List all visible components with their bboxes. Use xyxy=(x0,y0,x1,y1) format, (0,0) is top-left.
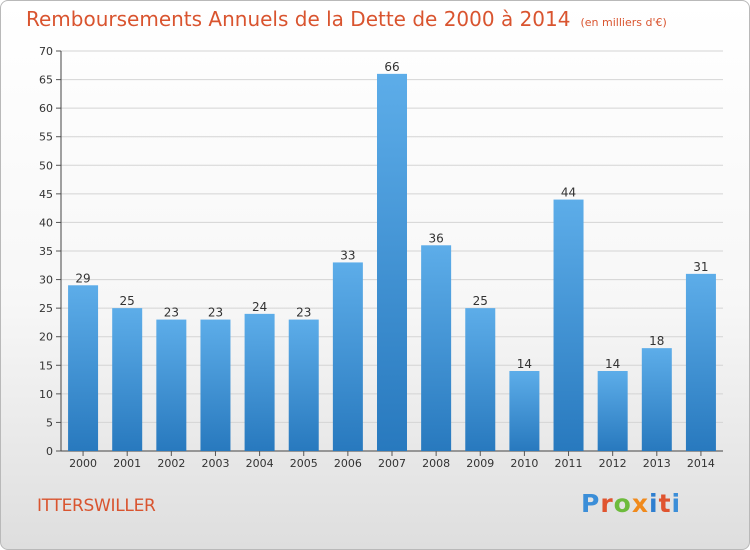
chart-unit-note: (en milliers d'€) xyxy=(580,16,667,29)
bar-2007 xyxy=(377,73,407,451)
x-tick-label: 2001 xyxy=(113,457,141,470)
bar-2004 xyxy=(244,313,275,451)
y-tick-label: 55 xyxy=(39,131,53,144)
data-label: 33 xyxy=(340,248,355,262)
y-tick-label: 20 xyxy=(39,331,53,344)
y-tick-label: 65 xyxy=(39,74,53,87)
bar-2000 xyxy=(68,285,99,451)
bar-2008 xyxy=(421,245,452,451)
bar-2005 xyxy=(288,319,319,451)
data-labels: 29 25 23 23 24 23 33 66 36 25 14 44 14 18 31 xyxy=(75,60,708,371)
x-tick-label: 2002 xyxy=(157,457,185,470)
bar-2006 xyxy=(332,262,363,451)
data-label: 25 xyxy=(120,294,135,308)
data-label: 36 xyxy=(428,231,443,245)
data-label: 31 xyxy=(693,260,708,274)
bar-2012 xyxy=(597,371,628,451)
x-tick-label: 2013 xyxy=(643,457,671,470)
data-label: 24 xyxy=(252,300,267,314)
x-tick-label: 2012 xyxy=(599,457,627,470)
data-label: 23 xyxy=(296,306,311,320)
y-tick-label: 45 xyxy=(39,188,53,201)
y-tick-label: 35 xyxy=(39,245,53,258)
x-tick-label: 2009 xyxy=(466,457,494,470)
bar-2003 xyxy=(200,319,231,451)
y-tick-label: 30 xyxy=(39,274,53,287)
x-tick-label: 2014 xyxy=(687,457,715,470)
data-label: 18 xyxy=(649,334,664,348)
x-tick-label: 2010 xyxy=(510,457,538,470)
logo-letter: o xyxy=(613,489,632,518)
y-tick-label: 70 xyxy=(39,45,53,58)
chart-title-text: Remboursements Annuels de la Dette de 20… xyxy=(26,7,571,31)
logo-letter: x xyxy=(631,489,649,518)
data-label: 25 xyxy=(473,294,488,308)
bars xyxy=(68,73,716,451)
y-tick-label: 10 xyxy=(39,388,53,401)
bar-2002 xyxy=(156,319,187,451)
x-tick-label: 2006 xyxy=(334,457,362,470)
y-tick-label: 25 xyxy=(39,302,53,315)
x-tick-label: 2008 xyxy=(422,457,450,470)
x-tick-label: 2004 xyxy=(246,457,274,470)
y-tick-label: 60 xyxy=(39,102,53,115)
bar-2013 xyxy=(641,348,672,451)
data-label: 44 xyxy=(561,186,576,200)
x-tick-label: 2003 xyxy=(201,457,229,470)
y-tick-label: 15 xyxy=(39,359,53,372)
data-label: 23 xyxy=(208,306,223,320)
data-label: 29 xyxy=(75,271,90,285)
proxiti-logo[interactable]: Proxiti xyxy=(581,489,681,518)
data-label: 23 xyxy=(164,306,179,320)
bar-2014 xyxy=(685,273,716,451)
logo-letter: i xyxy=(649,489,659,518)
logo-letter: P xyxy=(581,489,601,518)
bar-2011 xyxy=(553,199,584,451)
x-tick-label: 2005 xyxy=(290,457,318,470)
bar-2001 xyxy=(112,308,143,451)
y-tick-label: 50 xyxy=(39,159,53,172)
bar-2010 xyxy=(509,371,540,451)
x-tick-label: 2000 xyxy=(69,457,97,470)
logo-letter: t xyxy=(658,489,672,518)
logo-letter: r xyxy=(600,489,614,518)
logo-letter: i xyxy=(671,489,682,518)
commune-name: ITTERSWILLER xyxy=(37,496,156,516)
y-tick-label: 40 xyxy=(39,216,53,229)
y-tick-label: 5 xyxy=(46,416,53,429)
data-label: 14 xyxy=(605,357,620,371)
chart-title: Remboursements Annuels de la Dette de 20… xyxy=(26,7,667,31)
bar-2009 xyxy=(465,308,496,451)
data-label: 66 xyxy=(384,60,399,74)
axes: 0 5 10 15 20 25 30 35 40 45 50 55 60 65 70 2000 2001 2002… xyxy=(39,45,723,470)
x-tick-label: 2011 xyxy=(555,457,583,470)
y-tick-label: 0 xyxy=(46,445,53,458)
x-tick-label: 2007 xyxy=(378,457,406,470)
data-label: 14 xyxy=(517,357,532,371)
